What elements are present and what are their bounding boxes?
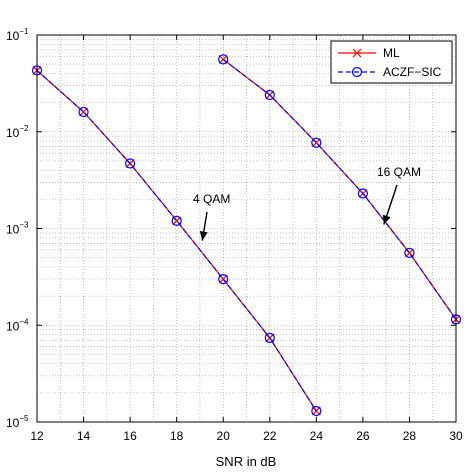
grid-lines xyxy=(37,35,456,422)
x-tick-label: 30 xyxy=(449,429,463,443)
x-tick-label: 18 xyxy=(170,429,184,443)
series-1-point xyxy=(125,158,136,169)
plot-series xyxy=(31,54,462,417)
y-tick-label: 10−4 xyxy=(6,317,29,333)
x-tick-label: 26 xyxy=(356,429,370,443)
series-1-point xyxy=(311,405,322,417)
x-tick-label: 20 xyxy=(217,429,231,443)
series-1-point xyxy=(264,332,275,344)
series-1-point xyxy=(264,89,275,101)
series-1-point xyxy=(171,215,182,226)
y-tick-label: 10−5 xyxy=(6,414,29,430)
y-tick-label: 10−3 xyxy=(6,221,29,237)
x-tick-label: 12 xyxy=(30,429,44,443)
legend-ml-marker xyxy=(352,48,362,58)
y-tick-label: 10−2 xyxy=(6,124,29,140)
annotation-4qam: 4 QAM xyxy=(193,192,230,206)
axis-ticks: 12 14 16 18 20 22 24 26 28 30 10−5 10−4 10−3 10−2 10−1 xyxy=(6,27,463,443)
legend-aczf-label: ACZF−SIC xyxy=(383,65,442,79)
annotations: 4 QAM 16 QAM xyxy=(193,165,421,241)
series-1-point xyxy=(218,273,229,285)
legend: ML ACZF−SIC xyxy=(330,40,453,84)
x-tick-label: 22 xyxy=(263,429,277,443)
x-tick-label: 16 xyxy=(123,429,137,443)
annotation-arrow-head xyxy=(199,231,208,241)
series-1-line-0 xyxy=(36,70,317,412)
series-1-point xyxy=(78,106,89,118)
legend-ml-label: ML xyxy=(383,46,400,60)
x-tick-label: 14 xyxy=(77,429,91,443)
annotation-16qam: 16 QAM xyxy=(377,165,421,179)
series-1-point xyxy=(311,137,322,148)
y-tick-label: 10−1 xyxy=(6,27,29,43)
x-tick-label: 24 xyxy=(310,429,324,443)
series-1-point xyxy=(357,188,368,199)
annotation-arrow-head xyxy=(382,214,391,225)
series-1-point xyxy=(404,247,415,258)
legend-aczf-marker xyxy=(351,66,363,78)
legend-box xyxy=(330,40,453,84)
plot-frame xyxy=(36,34,457,423)
series-1-point xyxy=(218,54,229,65)
series-1-line-1 xyxy=(222,58,457,320)
x-tick-label: 28 xyxy=(403,429,417,443)
x-axis-label: SNR in dB xyxy=(216,454,277,469)
